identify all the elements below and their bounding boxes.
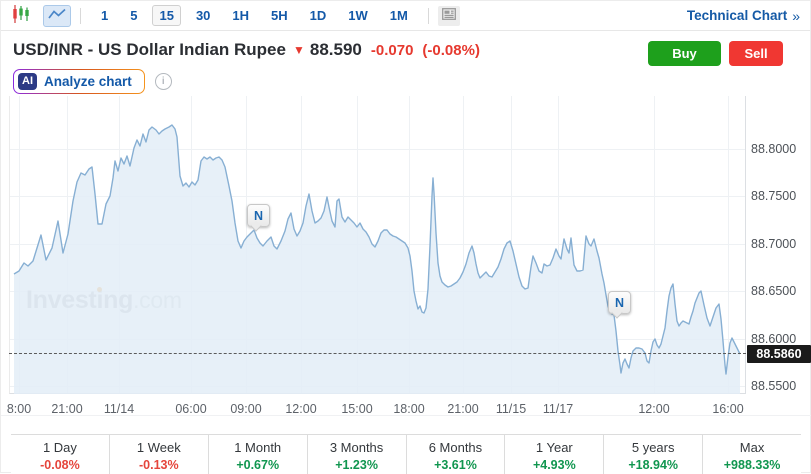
performance-period-value: -0.13% — [139, 458, 179, 472]
performance-period-label: 3 Months — [329, 440, 384, 455]
timeframe-button-15[interactable]: 15 — [152, 5, 181, 26]
timeframe-button-1d[interactable]: 1D — [303, 5, 334, 26]
analyze-chart-label: Analyze chart — [44, 73, 132, 89]
performance-period-label: Max — [739, 440, 765, 455]
performance-period-label: 6 Months — [428, 440, 483, 455]
performance-period-value: +1.23% — [335, 458, 378, 472]
performance-period-label: 1 Year — [535, 440, 573, 455]
price-change-percent: (-0.08%) — [422, 41, 480, 59]
line-chart-button[interactable] — [43, 4, 71, 27]
price-down-arrow-icon: ▼ — [292, 43, 305, 57]
news-marker[interactable]: N — [247, 204, 270, 227]
x-axis-label: 09:00 — [230, 402, 262, 416]
x-axis-label: 11/15 — [495, 402, 527, 416]
x-axis-label: 21:00 — [51, 402, 83, 416]
chart-toolbar: 1 5 15 30 1H 5H 1D 1W 1M Technical Chart » — [1, 1, 810, 31]
gridline-vertical — [409, 96, 410, 394]
ai-badge: AI — [18, 72, 37, 90]
performance-period-value: +988.33% — [723, 458, 781, 472]
x-axis-label: 21:00 — [447, 402, 479, 416]
performance-cell-6-months: 6 Months +3.61% — [405, 435, 505, 474]
y-axis-label: 88.6500 — [751, 284, 797, 298]
price-area — [14, 125, 740, 394]
gridline-vertical — [19, 96, 20, 394]
performance-cell-1-day: 1 Day -0.08% — [11, 435, 109, 474]
toolbar-divider — [80, 7, 81, 24]
performance-cell-3-months: 3 Months +1.23% — [306, 435, 406, 474]
news-panel-icon — [441, 8, 456, 23]
performance-cell-1-week: 1 Week -0.13% — [108, 435, 208, 474]
area-chart-svg — [13, 124, 741, 394]
performance-cell-1-year: 1 Year +4.93% — [504, 435, 603, 474]
gridline-vertical — [728, 96, 729, 394]
performance-period-label: 1 Week — [136, 440, 181, 455]
timeframe-button-30[interactable]: 30 — [189, 5, 217, 26]
performance-cell-1-month: 1 Month +0.67% — [207, 435, 307, 474]
performance-bar: 1 Day -0.08% 1 Week -0.13% 1 Month +0.67% 3 Mo… — [11, 434, 801, 474]
performance-period-value: -0.08% — [40, 458, 80, 472]
analyze-chart-button[interactable]: AI Analyze chart — [13, 69, 145, 94]
candlestick-chart-button[interactable] — [11, 4, 31, 27]
x-axis-label: 06:00 — [175, 402, 207, 416]
last-price: 88.590 — [309, 40, 362, 59]
price-chart[interactable]: Investing.com 88.800088.750088.700088.65… — [1, 96, 811, 416]
x-axis-label: 12:00 — [285, 402, 317, 416]
price-line — [13, 124, 741, 375]
performance-cell-5-years: 5 years +18.94% — [603, 435, 702, 474]
gridline-vertical — [463, 96, 464, 394]
gridline-vertical — [558, 96, 559, 394]
x-axis-label: 18:00 — [393, 402, 425, 416]
technical-chart-label: Technical Chart — [686, 8, 788, 23]
ai-bar: AI Analyze chart i — [13, 67, 172, 95]
timeframe-button-5[interactable]: 5 — [123, 5, 144, 26]
performance-period-value: +0.67% — [236, 458, 280, 472]
price-change: -0.070 — [370, 41, 414, 59]
timeframe-button-1w[interactable]: 1W — [341, 5, 375, 26]
x-axis-label: 8:00 — [6, 402, 32, 416]
candlestick-icon — [11, 4, 31, 27]
performance-cell-max: Max +988.33% — [702, 435, 801, 474]
x-axis-label: 16:00 — [712, 402, 744, 416]
page-title: USD/INR - US Dollar Indian Rupee — [13, 40, 286, 59]
instrument-header: USD/INR - US Dollar Indian Rupee ▼ 88.59… — [1, 32, 810, 68]
toolbar-divider — [427, 7, 429, 24]
timeframe-button-1[interactable]: 1 — [94, 5, 115, 26]
performance-period-label: 5 years — [631, 440, 675, 455]
x-axis-label: 12:00 — [638, 402, 670, 416]
info-icon[interactable]: i — [154, 72, 172, 90]
performance-period-label: 1 Day — [42, 440, 77, 455]
performance-period-value: +3.61% — [434, 458, 477, 472]
gridline-horizontal — [9, 196, 746, 197]
technical-chart-link[interactable]: Technical Chart » — [687, 8, 800, 24]
y-axis-label: 88.7500 — [751, 189, 797, 203]
line-chart-icon — [47, 7, 67, 24]
x-axis-label: 11/17 — [542, 402, 574, 416]
y-axis-label: 88.6000 — [751, 332, 797, 346]
news-panel-button[interactable] — [437, 5, 460, 26]
buy-button[interactable]: Buy — [648, 41, 721, 66]
current-price-badge: 88.5860 — [747, 345, 811, 363]
current-price-line — [9, 353, 746, 354]
y-axis-label: 88.8000 — [751, 142, 797, 156]
x-axis-label: 11/14 — [103, 402, 135, 416]
timeframe-button-1m[interactable]: 1M — [383, 5, 415, 26]
performance-period-label: 1 Month — [234, 440, 282, 455]
performance-period-value: +18.94% — [628, 458, 679, 472]
x-axis-label: 15:00 — [341, 402, 373, 416]
y-axis-label: 88.5500 — [751, 379, 797, 393]
performance-period-value: +4.93% — [532, 458, 576, 472]
news-marker[interactable]: N — [608, 291, 631, 314]
timeframe-group: 1 5 15 30 1H 5H 1D 1W 1M — [90, 5, 419, 26]
chevron-right-icon: » — [792, 7, 800, 24]
sell-button[interactable]: Sell — [729, 41, 783, 66]
gridline-vertical — [654, 96, 655, 394]
timeframe-button-1h[interactable]: 1H — [225, 5, 256, 26]
y-axis-label: 88.7000 — [751, 237, 797, 251]
gridline-horizontal — [9, 149, 746, 150]
timeframe-button-5h[interactable]: 5H — [264, 5, 295, 26]
